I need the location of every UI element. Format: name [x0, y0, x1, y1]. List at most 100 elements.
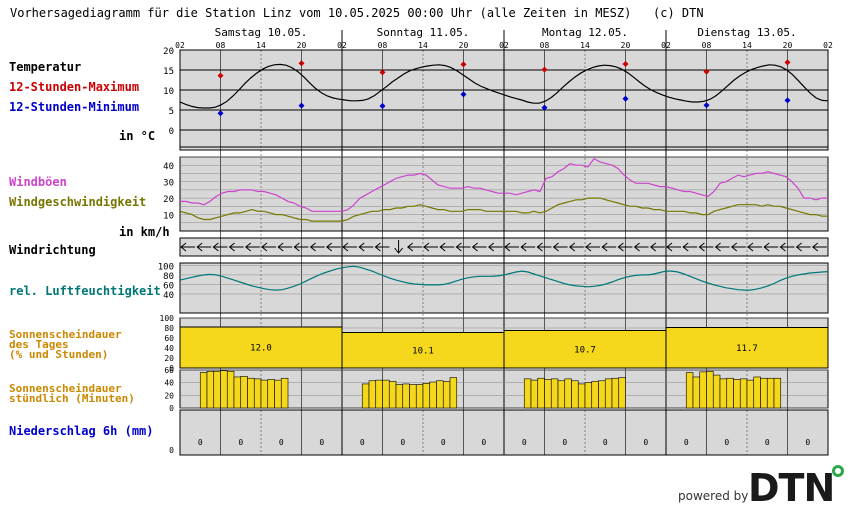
sun-hourly-bar: [422, 382, 431, 409]
sun-hourly-bar: [361, 383, 370, 409]
sun-daily-bar: [665, 327, 829, 369]
wind-arrow-icon: [811, 242, 827, 252]
wind-arrow-icon: [212, 242, 228, 252]
sun-hourly-bar: [706, 370, 714, 409]
wind-arrow-icon: [394, 240, 403, 254]
precip-value-label: 0: [765, 438, 770, 447]
wind-arrow-icon: [261, 242, 276, 252]
winddir-label: Windrichtung: [9, 243, 96, 257]
humidity-tick-label: 60: [163, 281, 174, 291]
sun-hourly-bar: [267, 379, 275, 409]
wind-arrow-icon: [714, 242, 730, 252]
precip-value-label: 0: [400, 438, 405, 447]
sun-hourly-bar: [409, 384, 417, 409]
sun-hourly-bar: [274, 379, 282, 409]
wind-tick-label: 30: [163, 179, 174, 189]
precip-value-label: 0: [805, 438, 810, 447]
sun-daily-hours-label: 12.0: [250, 344, 272, 354]
wind-arrow-icon: [698, 242, 714, 252]
wind-arrow-icon: [730, 242, 746, 252]
precip-value-label: 0: [643, 438, 648, 447]
hour-tick-label: 20: [783, 41, 793, 50]
wind-arrow-icon: [649, 242, 665, 252]
humidity-series-line: [179, 265, 829, 291]
sun-daily-tick-label: 40: [164, 344, 174, 353]
windspeed-series-line: [179, 197, 828, 222]
sun-daily-bar: [179, 326, 343, 369]
sun-hourly-bar: [712, 374, 721, 409]
wind-arrow-icon: [617, 242, 633, 252]
sun-hourly-bar: [199, 372, 208, 409]
sun-hourly-label: Sonnenscheindauer stündlich (Minuten): [9, 382, 135, 405]
gusts-label: Windböen: [9, 175, 67, 189]
humidity-tick-label: 100: [158, 262, 174, 272]
sun-hourly-tick-label: 0: [169, 404, 174, 413]
wind-arrow-icon: [358, 242, 374, 252]
humidity-tick-label: 40: [163, 291, 174, 301]
temp-tick-label: 10: [163, 87, 174, 97]
sun-hourly-bar: [733, 379, 741, 409]
hour-tick-label: 14: [742, 41, 752, 50]
sun-hourly-bar: [537, 377, 545, 409]
chart-title: Vorhersagediagramm für die Station Linz …: [10, 6, 704, 20]
hour-tick-label: 20: [297, 41, 307, 50]
sun-daily-bar: [341, 332, 505, 369]
sun-daily-tick-label: 80: [164, 324, 174, 333]
sun-hourly-bar: [436, 380, 444, 409]
sun-hourly-bar: [685, 372, 694, 409]
max-point: [298, 60, 305, 67]
wind-arrow-icon: [682, 242, 698, 252]
sun-daily-hours-label: 10.7: [574, 345, 596, 355]
hour-tick-label: 08: [216, 41, 226, 50]
sun-daily-bar: [503, 330, 667, 369]
sun-hourly-bar: [760, 377, 768, 409]
wind-arrow-icon: [504, 242, 519, 252]
precip-tick-label: 0: [169, 446, 174, 455]
wind-arrow-icon: [196, 242, 212, 252]
sun-daily-tick-label: 0: [169, 364, 174, 373]
sun-hourly-bar: [557, 380, 566, 409]
sun-hourly-bar: [544, 379, 552, 409]
wind-arrow-icon: [423, 242, 438, 252]
sun-hourly-bar: [240, 376, 248, 409]
wind-arrow-icon: [666, 242, 681, 252]
max-point: [703, 68, 710, 75]
temp-unit-label: in °C: [119, 129, 156, 143]
wind-arrow-icon: [471, 242, 487, 252]
windspeed-label: Windgeschwindigkeit: [9, 195, 147, 209]
sun-hourly-bar: [726, 377, 734, 409]
sun-hourly-bar: [402, 383, 410, 409]
wind-arrow-icon: [568, 242, 584, 252]
sun-daily-tick-label: 20: [164, 354, 174, 363]
sun-hourly-bar: [442, 381, 451, 409]
sun-hourly-bar: [618, 377, 626, 409]
min-point: [703, 102, 710, 109]
wind-arrow-icon: [342, 242, 357, 252]
wind-arrow-icon: [747, 242, 762, 252]
min-point: [622, 95, 629, 102]
sun-hourly-bar: [415, 384, 424, 409]
hour-tick-label: 02: [661, 41, 671, 50]
min-label: 12-Stunden-Minimum: [9, 100, 140, 114]
day-label: Montag 12.05.: [542, 26, 628, 39]
sun-hourly-bar: [571, 380, 579, 409]
wind-arrow-icon: [779, 242, 795, 252]
wind-arrow-icon: [455, 242, 471, 252]
precip-value-label: 0: [522, 438, 527, 447]
wind-arrow-icon: [293, 242, 309, 252]
wind-arrow-icon: [552, 242, 568, 252]
min-point: [379, 103, 386, 109]
sun-hourly-bar: [577, 383, 586, 409]
wind-arrow-icon: [406, 242, 422, 252]
dtn-logo: DTN: [748, 466, 835, 510]
sun-hourly-bar: [213, 370, 221, 409]
wind-tick-label: 20: [163, 195, 174, 205]
precip-value-label: 0: [724, 438, 729, 447]
sun-hourly-bar: [719, 378, 728, 409]
sun-daily-tick-label: 60: [164, 334, 174, 343]
wind-arrow-icon: [439, 242, 455, 252]
sun-hourly-bar: [280, 377, 289, 409]
gusts-series-line: [180, 157, 828, 212]
hour-tick-label: 14: [418, 41, 428, 50]
sun-hourly-bar: [375, 379, 383, 409]
